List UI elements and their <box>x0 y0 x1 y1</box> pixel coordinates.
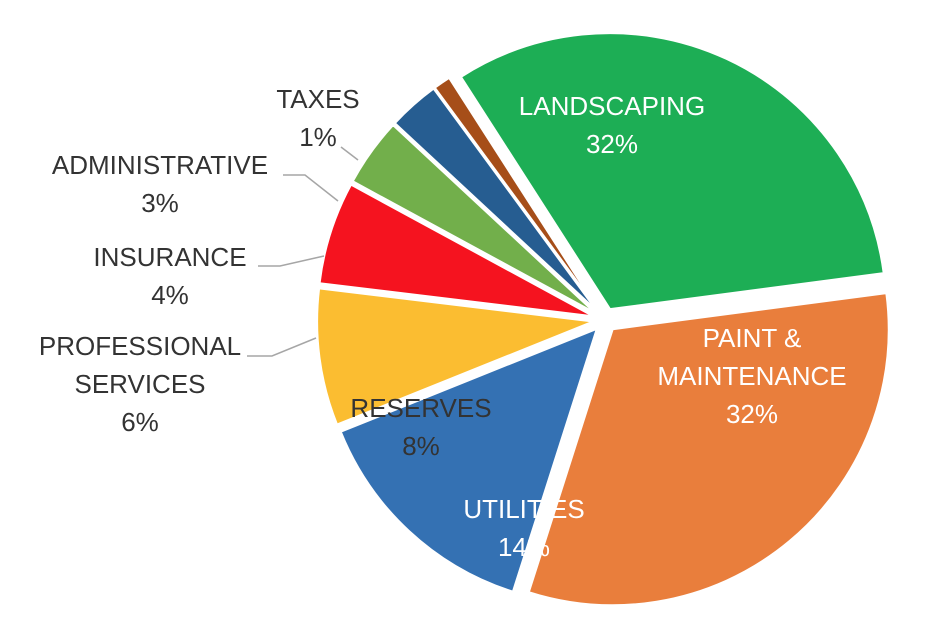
slice-percent-label: 6% <box>121 407 159 437</box>
leader-line <box>283 174 339 202</box>
slice-utilities <box>339 327 599 593</box>
slice-landscaping <box>459 32 885 311</box>
slice-percent-label: 8% <box>402 431 440 461</box>
slice-category-label: ADMINISTRATIVE <box>52 150 268 180</box>
slice-taxes <box>433 76 600 311</box>
leader-line <box>258 255 325 267</box>
slice-professional-services <box>318 183 595 318</box>
slice-category-label: UTILITIES <box>463 494 584 524</box>
slice-paint-maintenance <box>527 292 890 607</box>
slice-insurance <box>351 123 596 314</box>
leader-lines <box>247 146 359 357</box>
slice-labels: LANDSCAPING 32% PAINT & MAINTENANCE 32% UTILI… <box>39 84 847 562</box>
slice-category-label: MAINTENANCE <box>657 361 846 391</box>
slice-category-label: TAXES <box>276 84 359 114</box>
slice-category-label: PAINT & <box>703 323 802 353</box>
slice-category-label: INSURANCE <box>93 242 246 272</box>
pie-slices <box>316 32 890 607</box>
slice-category-label: SERVICES <box>74 369 205 399</box>
slice-percent-label: 1% <box>299 122 337 152</box>
slice-administrative <box>393 87 598 312</box>
leader-line <box>340 146 359 161</box>
slice-percent-label: 32% <box>586 129 638 159</box>
slice-percent-label: 14% <box>498 532 550 562</box>
slice-category-label: PROFESSIONAL <box>39 331 241 361</box>
leader-line <box>247 337 317 357</box>
slice-percent-label: 32% <box>726 399 778 429</box>
slice-percent-label: 4% <box>151 280 189 310</box>
slice-reserves <box>316 287 594 426</box>
slice-category-label: RESERVES <box>350 393 491 423</box>
slice-percent-label: 3% <box>141 188 179 218</box>
slice-category-label: LANDSCAPING <box>519 91 705 121</box>
